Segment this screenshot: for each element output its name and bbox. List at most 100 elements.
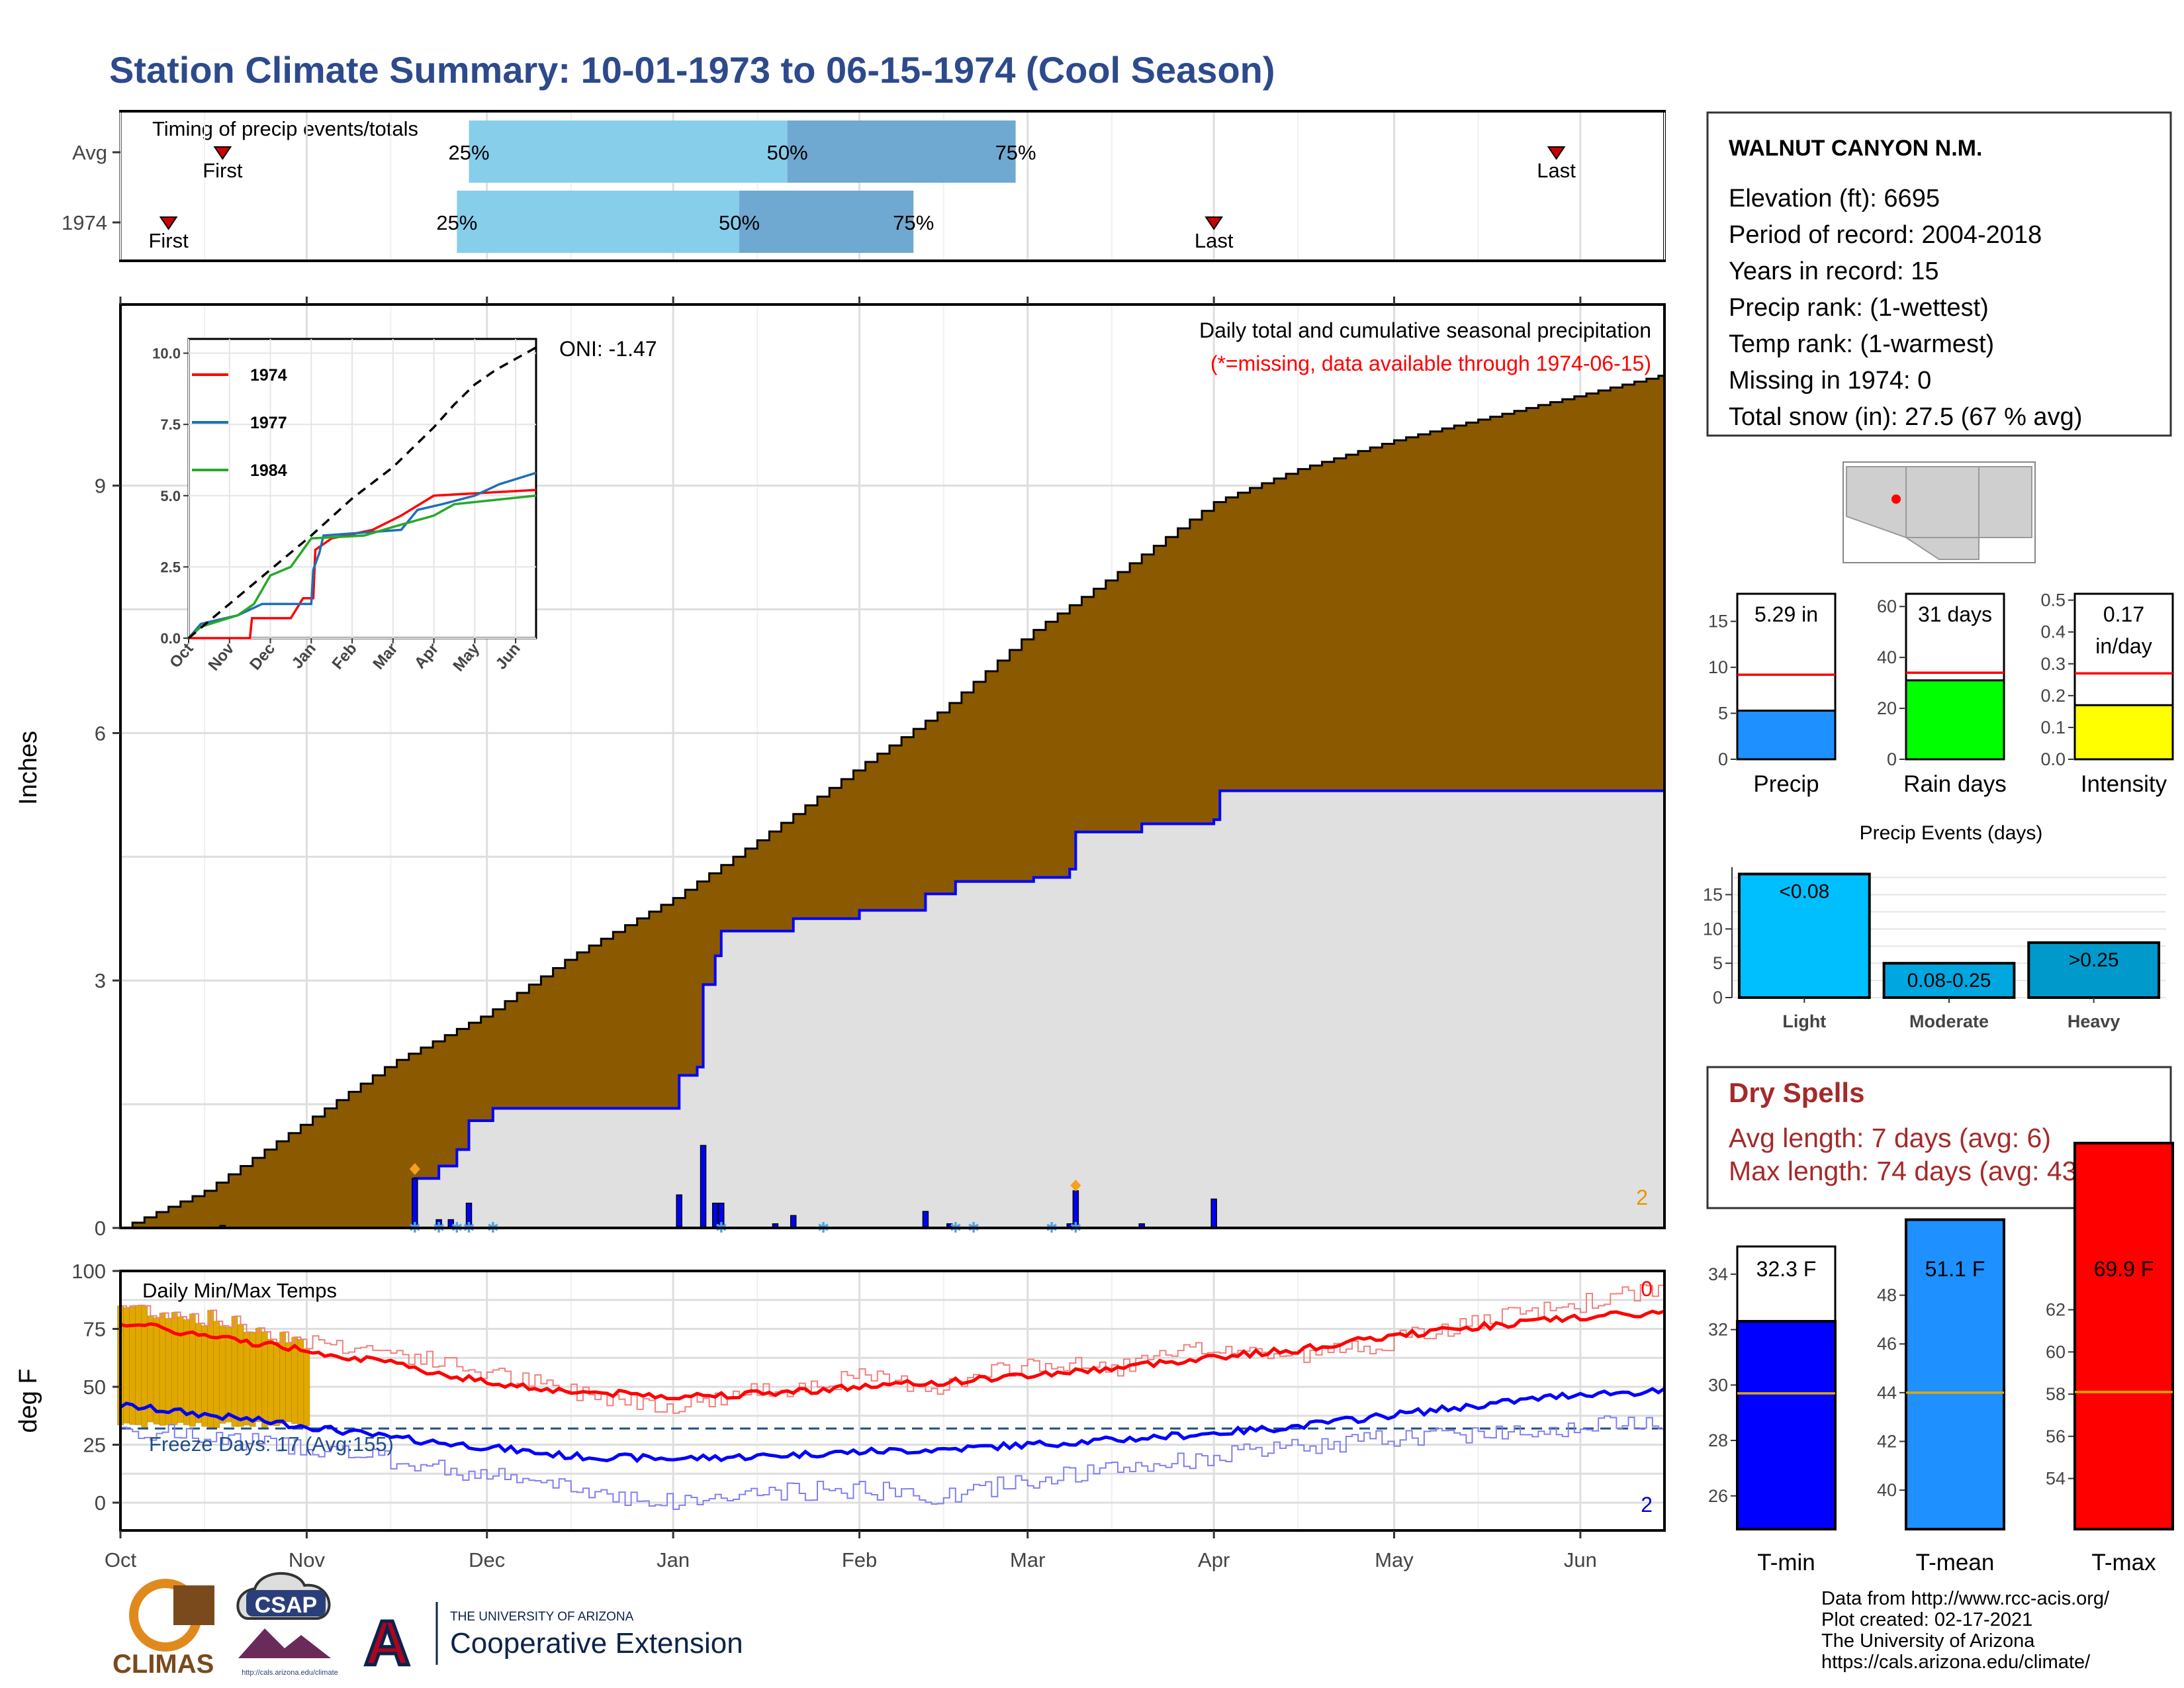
events-y-tick-label: 10 xyxy=(1703,919,1723,939)
events-bar xyxy=(1737,872,1871,999)
events-category-label: Moderate xyxy=(1909,1011,1989,1031)
average-max-line xyxy=(120,1309,1665,1401)
csap-mountain-icon xyxy=(238,1628,331,1658)
inset-legend-label: 1984 xyxy=(250,461,287,480)
temp-panel: 0 25 50 75 100 deg F Daily Min/Max Temps Fre… xyxy=(15,1260,1666,1571)
events-y-tick-label: 15 xyxy=(1703,884,1723,904)
events-bar-label: >0.25 xyxy=(2069,949,2119,971)
station-box: WALNUT CANYON N.M. Elevation (ft): 6695 P… xyxy=(1706,111,2172,437)
timing-rows: Avg 25% 50% 75% First Last 1974 25% 50% 75% First L… xyxy=(62,120,1576,253)
small-bar-tick-label: 0.0 xyxy=(2040,749,2066,769)
precip-y-tick-label: 6 xyxy=(95,722,106,745)
temp-bar-value-label: 32.3 F xyxy=(1756,1257,1817,1281)
events-bar-label: <0.08 xyxy=(1779,880,1829,902)
timing-row-label: 1974 xyxy=(62,211,107,234)
temp-anomaly-bar xyxy=(285,1342,292,1423)
precip-y-tick-label: 3 xyxy=(95,969,106,992)
station-name: WALNUT CANYON N.M. xyxy=(1729,136,1982,161)
temp-bar-tick-label: 42 xyxy=(1877,1431,1897,1451)
inset-y-tick-label: 7.5 xyxy=(160,416,181,433)
inset-lines xyxy=(187,346,537,639)
month-tick-label: May xyxy=(1375,1548,1414,1571)
month-tick-label: Jan xyxy=(657,1548,690,1571)
temp-anomaly-bar xyxy=(225,1327,232,1423)
page-title: Station Climate Summary: 10-01-1973 to 0… xyxy=(109,49,1275,91)
ua-letter-icon: A xyxy=(364,1608,410,1679)
timing-percentile-label: 75% xyxy=(893,211,934,234)
timing-percentile-label: 50% xyxy=(767,141,808,164)
inset-legend: 1974 1977 1984 xyxy=(192,366,287,480)
month-tick-label: Nov xyxy=(289,1548,326,1571)
inset-series-line xyxy=(187,494,537,639)
oni-label: ONI: -1.47 xyxy=(559,337,657,361)
precip-corner-count: 2 xyxy=(1636,1186,1648,1209)
freeze-days-label: Freeze Days: 17 (Avg:155) xyxy=(149,1432,394,1456)
temp-bar-category: T-mean xyxy=(1916,1550,1995,1575)
daily-precip-bar xyxy=(700,1145,707,1229)
csap-url-text: http://cals.arizona.edu/climate xyxy=(242,1669,338,1677)
precip-y-tick-label: 0 xyxy=(95,1217,106,1240)
temp-anomaly-bar xyxy=(195,1323,202,1423)
events-y-tick-label: 5 xyxy=(1713,953,1723,973)
month-tick-label: Mar xyxy=(1010,1548,1045,1571)
precip-panel-frame xyxy=(119,303,1666,1229)
timing-percentile-label: 75% xyxy=(995,141,1036,164)
dry-spells-avg: Avg length: 7 days (avg: 6) xyxy=(1729,1123,2051,1153)
timing-row-label: Avg xyxy=(72,141,107,164)
inset-y-tick-label: 5.0 xyxy=(160,488,181,504)
temp-anomaly-bar xyxy=(201,1325,208,1427)
temp-y-tick-label: 25 xyxy=(83,1434,106,1457)
small-bar-tick-label: 0 xyxy=(1718,749,1728,769)
timing-q1-bar xyxy=(469,120,788,183)
station-info-line: Total snow (in): 27.5 (67 % avg) xyxy=(1729,403,2082,431)
station-info-line: Period of record: 2004-2018 xyxy=(1729,221,2042,249)
small-bar-tick-label: 0.1 xyxy=(2040,718,2066,737)
temp-panel-frame xyxy=(119,1270,1666,1532)
temp-bar-tick-label: 48 xyxy=(1877,1286,1897,1305)
temp-bar-tick-label: 32 xyxy=(1708,1320,1728,1340)
small-bar-tick-label: 0.4 xyxy=(2040,622,2066,642)
timing-q2-bar xyxy=(787,120,1016,183)
station-location-dot xyxy=(1891,494,1901,504)
small-bar-tick-label: 20 xyxy=(1877,698,1897,718)
station-info-line: Temp rank: (1-warmest) xyxy=(1729,330,1994,358)
ua-big-text: Cooperative Extension xyxy=(450,1627,743,1660)
small-bar-tick-label: 0.5 xyxy=(2040,590,2066,610)
temp-bar-value xyxy=(2073,1141,2174,1530)
station-info-line: Years in record: 15 xyxy=(1729,258,1939,285)
daily-precip-bar xyxy=(1210,1198,1217,1229)
average-min-line xyxy=(119,1387,1666,1464)
temp-bar-category: T-min xyxy=(1757,1550,1815,1575)
small-bar-tick-label: 15 xyxy=(1708,612,1728,632)
station-lines: Elevation (ft): 6695 Period of record: 20… xyxy=(1729,185,2082,431)
small-bar-value xyxy=(1736,710,1837,761)
csap-badge-icon xyxy=(246,1590,326,1617)
credit-line-1: Data from http://www.rcc-acis.org/ xyxy=(1821,1588,2110,1609)
timing-q1-bar xyxy=(457,191,740,253)
station-info-line: Missing in 1974: 0 xyxy=(1729,367,1931,395)
temp-bar-category: T-max xyxy=(2091,1550,2156,1575)
temp-bar-value-label: 51.1 F xyxy=(1925,1257,1985,1281)
temp-blue-corner: 2 xyxy=(1641,1493,1653,1517)
inset-y-tick-label: 10.0 xyxy=(152,346,181,362)
small-bar-tick-label: 5 xyxy=(1718,704,1728,724)
temp-bar-tick-label: 28 xyxy=(1708,1430,1728,1450)
snow-markers: ✱ ✱ ✱ ✱ ✱ ✱ ✱ ✱ ✱ ✱ ✱ xyxy=(409,1163,1082,1236)
temp-y-tick-label: 50 xyxy=(83,1376,106,1399)
daily-precip-bar xyxy=(676,1194,682,1229)
small-bar-tick-label: 40 xyxy=(1877,647,1897,667)
events-bar xyxy=(1882,962,2016,999)
footer-credits: Data from http://www.rcc-acis.org/ Plot … xyxy=(1821,1588,2110,1673)
inset-y-tick-label: 0.0 xyxy=(160,630,181,647)
precip-y-label: Inches xyxy=(15,731,42,805)
csap-logo-text: CSAP xyxy=(255,1593,317,1618)
temp-panel-title: Daily Min/Max Temps xyxy=(142,1279,337,1302)
season-total-bars: 0 5 10 15 5.29 in Precip 0 20 40 60 31 days Rain da… xyxy=(1708,590,2174,797)
temp-anomaly-bar xyxy=(219,1325,226,1424)
dry-spells-title: Dry Spells xyxy=(1729,1077,1864,1108)
temp-bar-tick-label: 62 xyxy=(2046,1300,2066,1320)
inset-y-tick-label: 2.5 xyxy=(160,559,181,575)
climas-logo-text: CLIMAS xyxy=(113,1650,214,1679)
